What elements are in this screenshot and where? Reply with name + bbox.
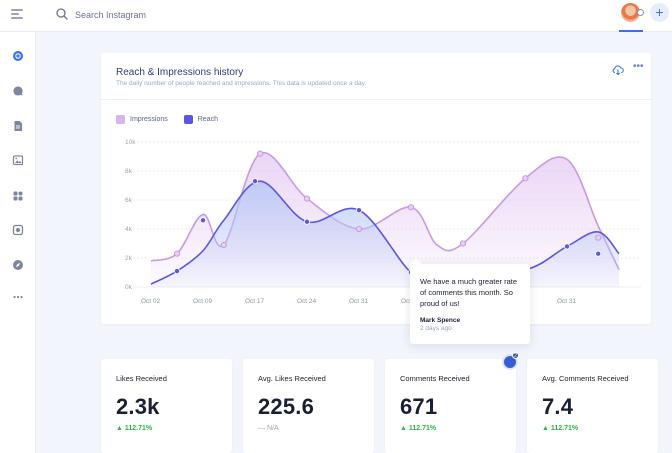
impressions-point	[303, 195, 311, 202]
tooltip-text: We have a much greater rate of comments …	[420, 277, 517, 308]
profile-status-icon	[637, 9, 644, 16]
x-tick-label: Oct 31	[557, 298, 577, 305]
x-tick-label: Oct 02	[141, 298, 161, 305]
reach-line	[150, 180, 620, 285]
stat-label: Likes Received	[116, 374, 167, 383]
x-tick-label: Oct 09	[193, 298, 213, 305]
stat-value: 671	[400, 394, 438, 419]
impressions-point	[595, 234, 602, 241]
x-tick-label: Oct 24	[297, 298, 317, 305]
reach-point	[200, 217, 207, 224]
add-button[interactable]: +	[650, 3, 669, 22]
reach-point	[563, 243, 570, 250]
tooltip-author: Mark Spence	[420, 317, 461, 324]
x-tick-label: Oct 31	[349, 298, 369, 305]
impressions-point	[220, 241, 227, 249]
tooltip-arrow	[410, 258, 422, 264]
legend-swatch-reach	[183, 114, 193, 124]
reach-point	[355, 207, 362, 214]
y-tick-label: 6k	[125, 197, 133, 204]
impressions-line	[150, 151, 620, 270]
reach-area	[151, 181, 619, 287]
active-indicator	[619, 30, 643, 32]
area-chart: 0k 2k 4k 6k 8k 10k Oct 02 Oct 09 Oct 17 Oct 24 Oc…	[125, 139, 641, 305]
cloud-download-icon[interactable]	[612, 65, 624, 75]
card-title: Reach & Impressions history	[116, 67, 244, 78]
more-icon[interactable]	[12, 291, 24, 303]
reach-point	[251, 178, 258, 185]
y-tick-label: 0k	[125, 284, 133, 291]
impressions-point	[407, 204, 415, 211]
legend-label: Impressions	[130, 115, 168, 123]
gallery-icon[interactable]	[12, 154, 24, 166]
stat-card-likes: Likes Received 2.3k ▲ 112.71%	[101, 359, 232, 453]
reach-point	[595, 250, 602, 257]
more-options-button[interactable]: •••	[633, 61, 644, 72]
stat-change: ▲ 112.71%	[400, 425, 437, 432]
y-tick-label: 2k	[125, 255, 133, 262]
stat-card-comments: Comments Received 671 ▲ 112.71%	[385, 359, 516, 453]
stat-label: Comments Received	[400, 374, 470, 383]
instagram-icon[interactable]	[12, 50, 24, 62]
stat-change: ▲ 112.71%	[542, 425, 579, 432]
y-tick-label: 8k	[125, 168, 133, 175]
tooltip-time: 2 days ago	[420, 325, 452, 332]
stat-change: ▲ 112.71%	[116, 425, 153, 432]
reach-point	[303, 218, 310, 225]
chat-icon[interactable]	[12, 85, 24, 97]
impressions-point	[522, 175, 529, 182]
impressions-point	[173, 250, 181, 257]
stat-label: Avg. Comments Received	[542, 374, 629, 383]
stat-change: — N/A	[258, 425, 279, 432]
impressions-point	[459, 240, 467, 247]
x-tick-label: Oct 17	[245, 298, 265, 305]
search-icon	[56, 8, 68, 20]
impressions-point	[257, 150, 264, 157]
y-tick-label: 10k	[125, 139, 136, 146]
compass-icon[interactable]	[12, 259, 24, 271]
comment-count-badge: 2	[512, 352, 519, 359]
card-subtitle: The daily number of people reached and i…	[116, 80, 367, 87]
stat-card-avg-comments: Avg. Comments Received 7.4 ▲ 112.71%	[527, 359, 658, 453]
legend-label: Reach	[197, 115, 218, 123]
search-input[interactable]	[75, 7, 315, 23]
stat-value: 7.4	[542, 394, 574, 419]
stat-label: Avg. Likes Received	[258, 374, 326, 383]
divider	[101, 99, 651, 100]
comment-tooltip: We have a much greater rate of comments …	[410, 258, 530, 344]
legend-item-reach[interactable]: Reach	[183, 114, 218, 124]
stat-card-avg-likes: Avg. Likes Received 225.6 — N/A	[243, 359, 374, 453]
apps-icon[interactable]	[12, 190, 24, 202]
document-icon[interactable]	[12, 120, 24, 132]
chart-legend: Impressions Reach	[116, 114, 234, 124]
legend-swatch-impressions	[116, 114, 125, 124]
avatar[interactable]	[621, 3, 640, 22]
camera-icon[interactable]	[12, 224, 24, 236]
y-tick-label: 4k	[125, 226, 133, 233]
stat-value: 225.6	[258, 394, 315, 419]
impressions-point	[355, 225, 363, 233]
reach-point	[174, 268, 181, 275]
sidebar	[0, 32, 36, 453]
stat-value: 2.3k	[116, 394, 160, 419]
legend-item-impressions[interactable]: Impressions	[116, 114, 168, 124]
top-bar: +	[0, 0, 672, 32]
menu-icon[interactable]	[11, 9, 23, 19]
